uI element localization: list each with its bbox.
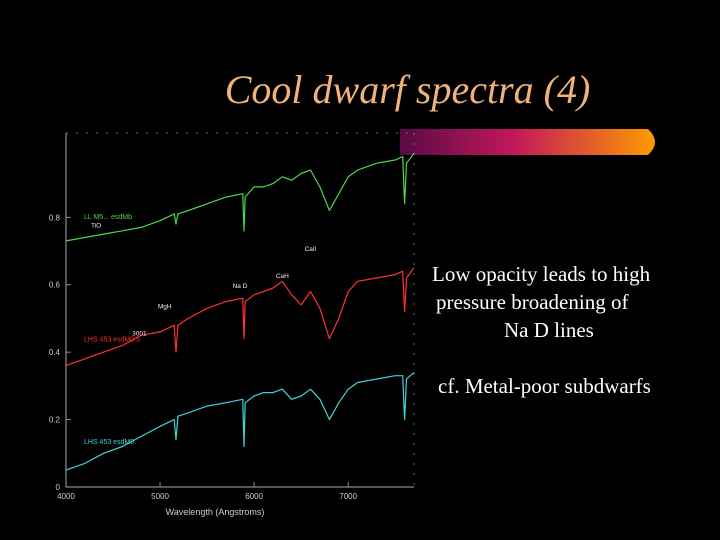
spectrum-line-0 [65,152,415,242]
x-tick-label-1: 5000 [151,492,169,501]
annotation-2: Na D [233,283,248,290]
series-label-1: LHS 453 esdM0.5 [84,337,140,344]
slide-title: Cool dwarf spectra (4) [224,67,591,112]
annotation-4: TiO [91,222,101,229]
bullet-line-4: cf. Metal-poor subdwarfs [438,374,651,398]
annotation-0: CaII [305,246,317,253]
y-ticks: 0 0.2 0.4 0.6 0.8 [49,213,71,492]
y-tick-label-0: 0 [56,483,61,492]
annotation-3: MgH [158,303,172,310]
y-tick-label-4: 0.8 [49,213,61,222]
spectrum-line-1 [65,267,415,367]
y-tick-label-2: 0.4 [49,348,61,357]
series-group [65,152,415,471]
y-tick-label-3: 0.6 [49,281,61,290]
line-annotations: CaII CaH Na D MgH TiO 3001 [91,222,317,337]
spectrum-line-2 [65,371,415,471]
title-underline-bar [400,129,655,155]
series-labels: LL M5... esdMb LHS 453 esdM0.5 LHS 453 esd… [84,214,140,446]
bullet-line-3: Na D lines [504,318,594,342]
x-ticks: 4000 5000 6000 7000 [57,482,358,501]
y-tick-label-1: 0.2 [49,416,61,425]
annotation-1: CaH [276,273,289,280]
x-tick-label-2: 6000 [245,492,263,501]
annotation-5: 3001 [132,330,147,337]
series-label-0: LL M5... esdMb [84,214,132,221]
spectra-chart: 0 0.2 0.4 0.6 0.8 4000 5000 6000 7000 LL M5... … [49,132,415,517]
bullet-line-2: pressure broadening of [436,290,629,314]
x-tick-label-0: 4000 [57,492,75,501]
x-tick-label-3: 7000 [339,492,357,501]
x-axis-label: Wavelength (Angstroms) [166,507,265,517]
series-label-2: LHS 453 esdM0 [84,439,134,446]
bullet-line-1: Low opacity leads to high [432,262,651,286]
